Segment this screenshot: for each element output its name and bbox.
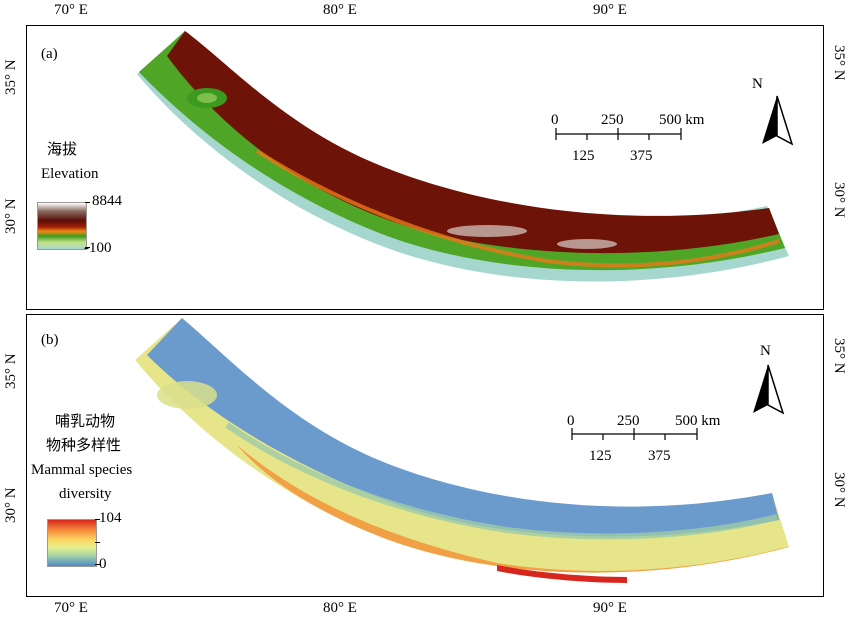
panel-b-low-diversity-band — [147, 318, 779, 537]
panel-b-legend-title-line3: Mammal species — [31, 462, 133, 478]
lat-a-left-35: 35° N — [3, 59, 19, 95]
panel-a-map-svg — [137, 31, 794, 282]
panel-a-legend-max: 8844 — [92, 193, 122, 209]
bottom-lon-label-90: 90° E — [593, 600, 627, 616]
lat-a-right-35: 35° N — [831, 45, 847, 81]
lat-b-right-30: 30° N — [831, 472, 847, 508]
panel-b-peak-diversity — [497, 565, 627, 583]
panel-b-legend-min: 0 — [99, 556, 107, 572]
panel-b-label: (b) — [41, 332, 59, 348]
panel-b-north-label: N — [760, 343, 771, 359]
panel-a-scale-250: 250 — [601, 112, 624, 128]
panel-a-valley-center — [197, 93, 217, 103]
panel-b-map-svg — [135, 318, 789, 583]
panel-b-legend-title-line2: 物种多样性 — [46, 438, 122, 454]
panel-b-legend-title-line4: diversity — [59, 486, 112, 502]
panel-b-legend-colorbar — [47, 519, 97, 567]
lat-b-right-35: 35° N — [831, 338, 847, 374]
panel-a-transition-band — [255, 149, 780, 268]
panel-a-highland-band — [167, 31, 779, 254]
panel-a-legend-title-cn: 海拔 — [47, 142, 78, 158]
panel-a-north-arrow-icon — [762, 95, 794, 146]
panel-a-scale-375: 375 — [630, 148, 653, 164]
panel-a-legend-min: -100 — [84, 240, 112, 256]
panel-b-legend-tick — [95, 542, 100, 543]
top-lon-label-70: 70° E — [54, 2, 88, 18]
panel-b-legend-title-line1: 哺乳动物 — [55, 414, 116, 430]
lat-a-left-30: 30° N — [3, 198, 19, 234]
panel-b-scale-bar — [571, 428, 698, 440]
panel-a-legend-colorbar — [37, 202, 87, 250]
panel-b-legend-tick — [95, 519, 100, 520]
top-lon-label-80: 80° E — [323, 2, 357, 18]
panel-b-legend-max: 104 — [99, 510, 122, 526]
panel-a-scale-bar — [555, 128, 682, 140]
panel-b-nw-area — [157, 381, 217, 409]
panel-b-scale-500: 500 km — [675, 413, 721, 429]
lat-b-left-35: 35° N — [3, 353, 19, 389]
panel-b-scale-250: 250 — [617, 413, 640, 429]
panel-a-legend-tick — [85, 247, 90, 248]
top-lon-label-90: 90° E — [593, 2, 627, 18]
panel-a-label: (a) — [41, 46, 58, 62]
panel-a-scale-0: 0 — [551, 112, 559, 128]
panel-a-legend-title-en: Elevation — [41, 166, 99, 182]
panel-b-mid-diversity-strip — [225, 422, 778, 540]
panel-b-diversity-map: (b) N 0 250 500 km 125 375 哺乳动物 物种多样性 Ma… — [26, 314, 824, 597]
lat-a-right-30: 30° N — [831, 182, 847, 218]
bottom-lon-label-80: 80° E — [323, 600, 357, 616]
panel-b-north-arrow-icon — [753, 364, 785, 415]
panel-a-snow-patch — [557, 239, 617, 249]
panel-a-north-label: N — [752, 76, 763, 92]
lat-b-left-30: 30° N — [3, 487, 19, 523]
panel-b-scale-375: 375 — [648, 448, 671, 464]
panel-a-scale-500: 500 km — [659, 112, 705, 128]
panel-a-snow-patch — [447, 225, 527, 237]
panel-a-elevation-map: (a) N 0 250 500 km 125 375 海拔 Elevation … — [26, 25, 824, 310]
bottom-lon-label-70: 70° E — [54, 600, 88, 616]
panel-a-scale-125: 125 — [572, 148, 595, 164]
panel-a-legend-tick — [85, 202, 90, 203]
panel-b-legend-tick — [95, 564, 100, 565]
panel-b-scale-0: 0 — [567, 413, 575, 429]
panel-b-scale-125: 125 — [589, 448, 612, 464]
